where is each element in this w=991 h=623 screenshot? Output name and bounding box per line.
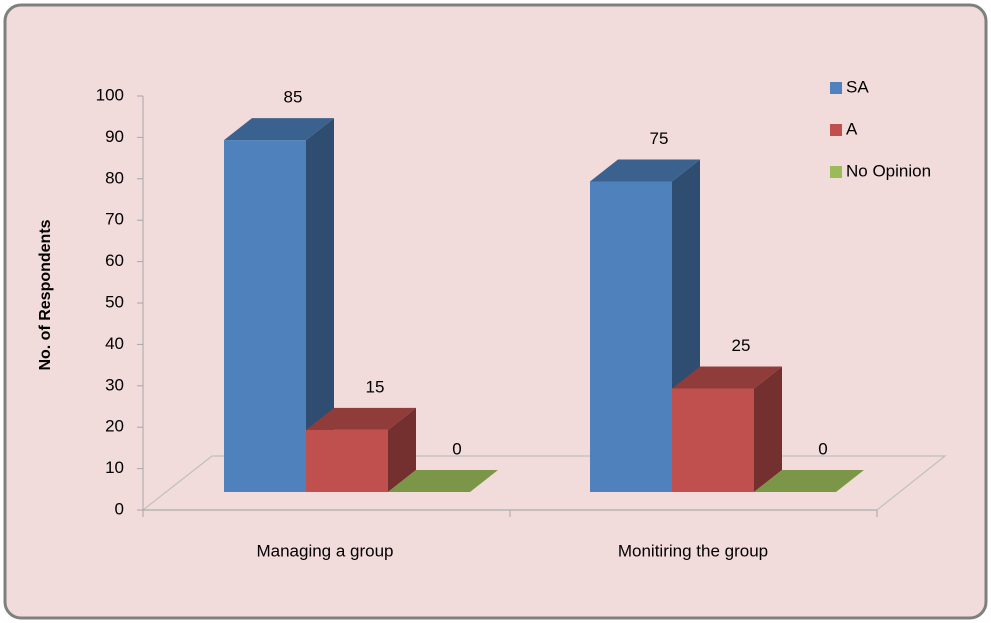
- y-tick-label: 70: [105, 210, 124, 229]
- legend-swatch: [830, 82, 842, 94]
- legend-label: SA: [846, 77, 869, 96]
- y-tick-label: 40: [105, 334, 124, 353]
- chart-frame: [3, 3, 988, 620]
- bar: [224, 140, 306, 492]
- data-label: 25: [732, 336, 751, 355]
- y-tick-label: 30: [105, 375, 124, 394]
- bar-side: [388, 407, 416, 492]
- bar-top: [754, 470, 864, 492]
- bar-top: [590, 159, 700, 182]
- y-tick-label: 0: [115, 499, 124, 518]
- y-tick-label: 80: [105, 168, 124, 187]
- y-tick-label: 20: [105, 417, 124, 436]
- bar-top: [388, 470, 498, 492]
- y-tick-label: 90: [105, 127, 124, 146]
- bar-top: [672, 366, 782, 389]
- data-label: 15: [366, 377, 385, 396]
- x-tick-label: Managing a group: [256, 541, 393, 560]
- legend-swatch: [830, 166, 842, 178]
- legend-swatch: [830, 124, 842, 136]
- bar-side: [754, 366, 782, 492]
- y-tick-label: 100: [96, 85, 124, 104]
- y-tick-label: 50: [105, 292, 124, 311]
- y-tick-label: 60: [105, 251, 124, 270]
- legend-label: A: [846, 119, 858, 138]
- bar: [590, 181, 672, 492]
- bar: [672, 388, 754, 492]
- bar: [306, 429, 388, 492]
- bar-side: [306, 118, 334, 492]
- y-tick-label: 10: [105, 458, 124, 477]
- data-label: 0: [818, 439, 827, 458]
- bar-top: [306, 407, 416, 430]
- bar-top: [224, 118, 334, 141]
- data-label: 85: [284, 88, 303, 107]
- data-label: 0: [452, 439, 461, 458]
- legend-label: No Opinion: [846, 161, 931, 180]
- data-label: 75: [650, 129, 669, 148]
- x-tick-label: Monitiring the group: [618, 541, 768, 560]
- y-axis-title: No. of Respondents: [37, 219, 54, 370]
